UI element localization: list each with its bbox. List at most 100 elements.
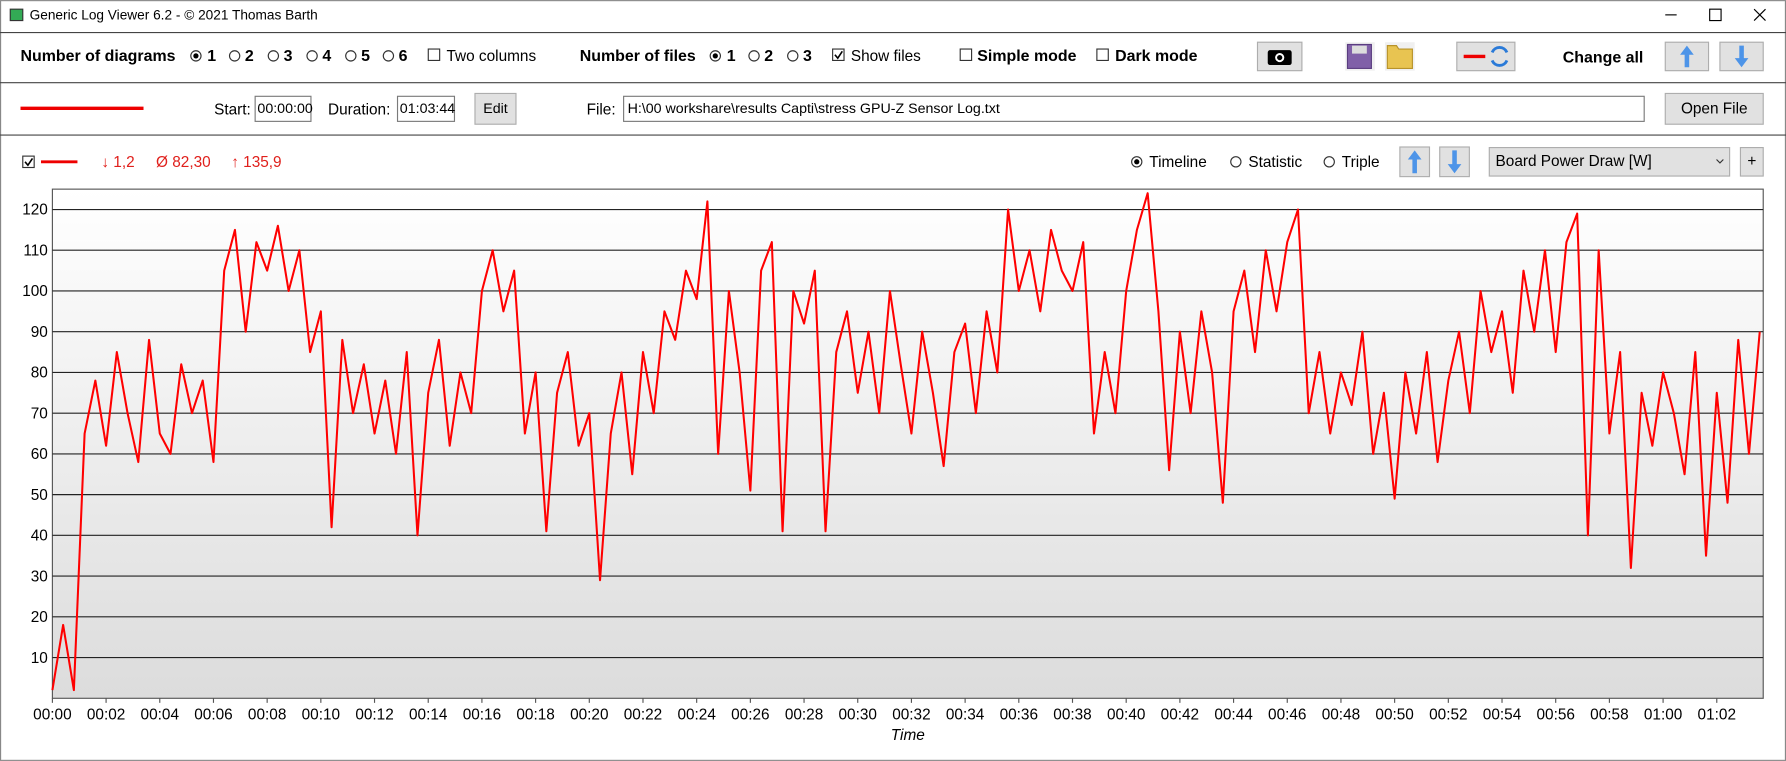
radio-label: 4: [322, 48, 331, 65]
x-tick-label: 00:14: [409, 706, 448, 723]
y-tick-label: 40: [31, 528, 48, 545]
close-button[interactable]: [1753, 8, 1766, 21]
x-tick-label: 00:08: [248, 706, 286, 723]
file-input[interactable]: [623, 95, 1645, 122]
radio-label: 2: [764, 48, 773, 65]
checkbox-label: Dark mode: [1115, 48, 1198, 65]
radio[interactable]: [228, 50, 241, 62]
view-label: Triple: [1342, 154, 1380, 171]
x-tick-label: 01:02: [1698, 706, 1736, 723]
file-path: H:\00 workshare\results Capti\stress GPU…: [628, 101, 1000, 117]
sensor-name: Board Power Draw [W]: [1496, 153, 1652, 170]
y-tick-label: 120: [22, 202, 48, 219]
duration-label: Duration:: [328, 102, 390, 119]
x-tick-label: 00:30: [839, 706, 877, 723]
move-up-all-button[interactable]: [1664, 41, 1710, 72]
radio[interactable]: [267, 50, 280, 62]
y-tick-label: 70: [31, 405, 48, 422]
x-tick-label: 00:18: [516, 706, 554, 723]
plot-area: [51, 188, 1764, 699]
radio[interactable]: [306, 50, 318, 62]
radio[interactable]: [1230, 156, 1242, 168]
x-tick-label: 00:04: [141, 706, 180, 723]
add-button[interactable]: [1739, 146, 1764, 177]
start-label: Start:: [214, 102, 251, 119]
y-tick-label: 110: [23, 242, 48, 259]
move-up-button[interactable]: [1399, 146, 1431, 178]
line-style-button[interactable]: [1456, 41, 1516, 72]
x-tick-label: 00:10: [302, 706, 340, 723]
radio[interactable]: [748, 50, 760, 62]
open-folder-button[interactable]: [1385, 42, 1415, 71]
radio-label: 1: [727, 48, 736, 65]
x-tick-label: 00:20: [570, 706, 608, 723]
checkbox-label: Two columns: [447, 48, 537, 65]
radio-label: 2: [245, 48, 254, 65]
duration-input[interactable]: [396, 95, 456, 122]
check-mark: [834, 50, 843, 60]
x-tick-label: 00:40: [1107, 706, 1145, 723]
y-tick-label: 50: [31, 487, 48, 504]
file-label: File:: [587, 102, 616, 119]
checkbox[interactable]: [427, 48, 441, 62]
checkbox[interactable]: [22, 155, 35, 169]
dropdown-arrow: [1716, 159, 1724, 164]
x-tick-label: 00:22: [624, 706, 662, 723]
screenshot-button[interactable]: [1256, 41, 1303, 72]
x-tick-label: 00:36: [1000, 706, 1038, 723]
move-down-button[interactable]: [1439, 146, 1470, 178]
y-tick-label: 30: [31, 568, 48, 585]
change-all-label: Change all: [1563, 49, 1644, 66]
x-tick-label: 00:16: [463, 706, 501, 723]
checkbox[interactable]: [832, 48, 845, 62]
app-icon: [9, 8, 24, 22]
save-button[interactable]: [1345, 42, 1375, 71]
window-title: Generic Log Viewer 6.2 - © 2021 Thomas B…: [30, 8, 318, 23]
maximize-button[interactable]: [1709, 8, 1722, 22]
x-tick-label: 00:46: [1268, 706, 1306, 723]
open-file-button[interactable]: [1664, 92, 1764, 125]
edit-button[interactable]: [474, 92, 517, 125]
stat-avg: Ø 82,30: [156, 154, 211, 171]
stat-max: ↑ 135,9: [231, 154, 281, 171]
x-tick-label: 00:52: [1429, 706, 1467, 723]
x-tick-label: 00:24: [677, 706, 716, 723]
start-value: 00:00:00: [257, 101, 312, 117]
diagrams-label: Number of diagrams: [21, 48, 176, 65]
y-tick-label: 60: [31, 446, 48, 463]
series-layer: [51, 192, 1761, 692]
x-axis-title: Time: [891, 727, 925, 744]
radio-label: 3: [803, 48, 812, 65]
y-tick-label: 10: [31, 650, 48, 667]
files-label: Number of files: [580, 48, 696, 65]
checkbox[interactable]: [1096, 48, 1109, 62]
y-tick-label: 20: [31, 609, 48, 626]
x-tick-label: 00:56: [1536, 706, 1574, 723]
radio[interactable]: [1323, 156, 1335, 168]
x-tick-label: 00:44: [1214, 706, 1253, 723]
move-down-all-button[interactable]: [1719, 41, 1764, 72]
y-tick-label: 100: [22, 283, 48, 300]
checkbox[interactable]: [959, 48, 973, 62]
view-label: Timeline: [1149, 154, 1206, 171]
stat-min: ↓ 1,2: [101, 154, 134, 171]
radio[interactable]: [787, 50, 799, 62]
x-tick-label: 00:34: [946, 706, 985, 723]
check-mark: [24, 157, 34, 167]
radio[interactable]: [382, 50, 395, 62]
x-tick-label: 00:02: [87, 706, 125, 723]
open-file-label: Open File: [1681, 100, 1748, 117]
radio-dot: [193, 53, 199, 59]
radio-label: 1: [207, 48, 216, 65]
edit-label: Edit: [483, 101, 508, 117]
sensor-dropdown[interactable]: [1488, 146, 1731, 177]
x-tick-label: 00:48: [1322, 706, 1360, 723]
x-tick-label: 00:00: [33, 706, 71, 723]
diagram-radio-group: 1 2 3 4 5 6: [190, 48, 408, 65]
start-input[interactable]: [254, 95, 312, 122]
radio[interactable]: [345, 50, 357, 62]
x-tick-label: 00:26: [731, 706, 769, 723]
view-label: Statistic: [1248, 154, 1302, 171]
x-tick-label: 01:00: [1644, 706, 1682, 723]
